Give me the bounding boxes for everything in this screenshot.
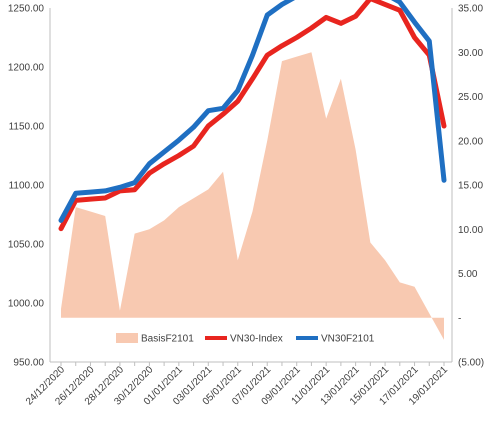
right-tick-label: 5.00 bbox=[458, 269, 478, 280]
right-tick-label: 30.00 bbox=[458, 48, 483, 59]
legend-label-vn30f2101: VN30F2101 bbox=[321, 334, 375, 345]
x-axis: 24/12/202026/12/202028/12/202030/12/2020… bbox=[24, 361, 452, 408]
right-axis: 35.00 30.00 25.00 20.00 15.00 10.00 5.00 - (5.00… bbox=[451, 4, 484, 369]
left-tick-label: 1200.00 bbox=[8, 63, 45, 74]
right-tick-label: 15.00 bbox=[458, 181, 483, 192]
right-tick-label: 25.00 bbox=[458, 92, 483, 103]
left-tick-label: 1250.00 bbox=[8, 4, 45, 15]
legend-swatch-basisf2101 bbox=[116, 333, 138, 343]
legend: BasisF2101 VN30-Index VN30F2101 bbox=[116, 333, 375, 345]
series-line-vn30f2101 bbox=[58, 0, 447, 223]
series-area-basisf2101 bbox=[61, 52, 444, 340]
right-tick-label: - bbox=[458, 313, 461, 324]
left-tick-label: 1050.00 bbox=[8, 240, 45, 251]
left-tick-label: 1000.00 bbox=[8, 299, 45, 310]
series-line-vn30-index bbox=[58, 0, 447, 232]
left-tick-label: 1150.00 bbox=[9, 122, 45, 133]
right-tick-label: 10.00 bbox=[458, 225, 483, 236]
right-tick-label: 35.00 bbox=[458, 4, 483, 15]
plot-area bbox=[58, 0, 447, 340]
right-tick-label: 20.00 bbox=[458, 136, 483, 147]
left-axis: 1250.00 1200.00 1150.00 1100.00 1050.00 1000.… bbox=[8, 4, 51, 369]
legend-label-basisf2101: BasisF2101 bbox=[141, 334, 194, 345]
left-tick-label: 950.00 bbox=[13, 358, 44, 369]
right-tick-label: (5.00) bbox=[458, 358, 484, 369]
left-tick-label: 1100.00 bbox=[9, 181, 45, 192]
legend-label-vn30-index: VN30-Index bbox=[230, 334, 283, 345]
